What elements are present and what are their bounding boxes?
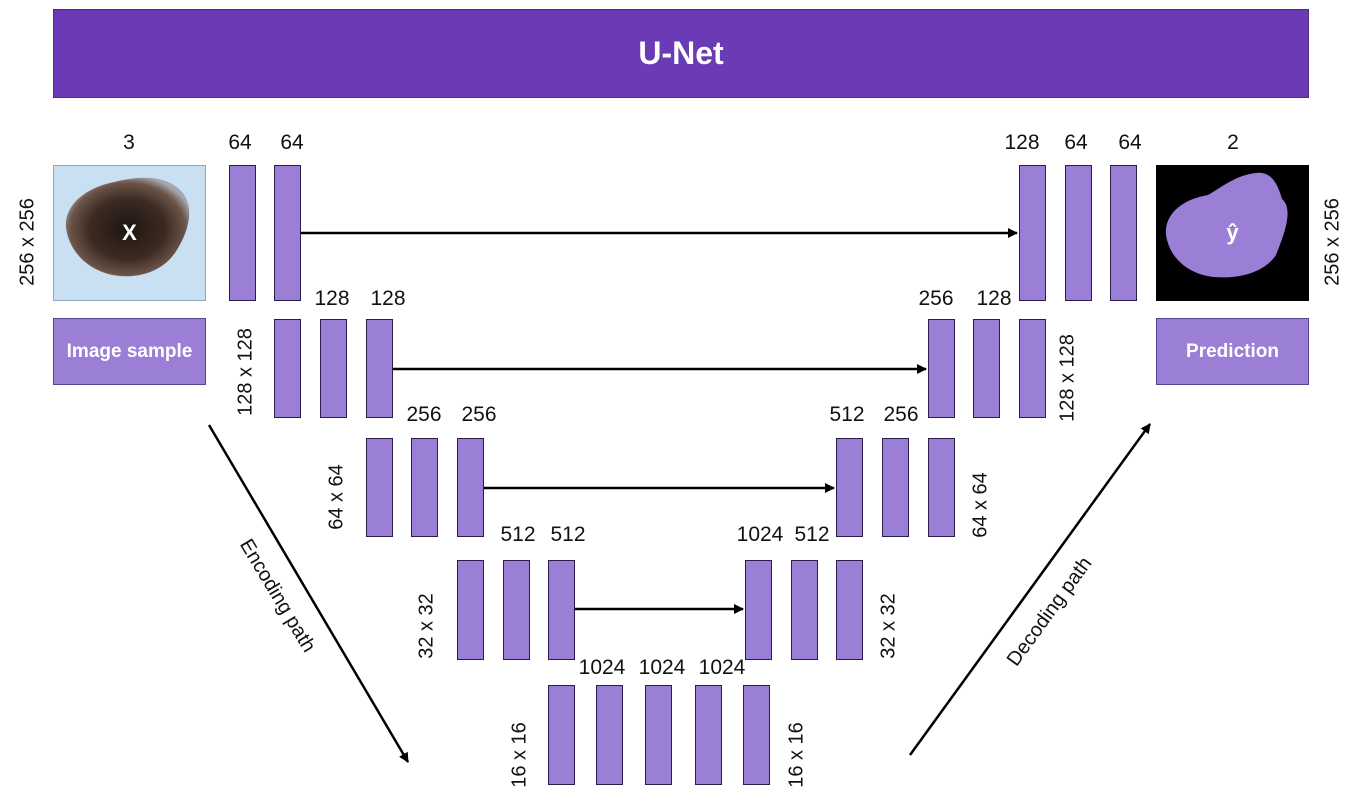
channels-dec-2b: 128	[976, 287, 1012, 310]
channels-bottleneck-b: 1024	[638, 656, 686, 679]
feature-map-dec-4c	[836, 560, 863, 660]
channels-enc-1a: 64	[228, 131, 252, 154]
input-image: X	[53, 165, 206, 301]
encoding-path-arrow	[207, 424, 410, 763]
feature-map-dec-4a	[745, 560, 772, 660]
title-banner: U-Net	[53, 9, 1309, 98]
channels-enc-2b: 128	[370, 287, 406, 310]
input-symbol: X	[122, 220, 137, 245]
feature-map-enc-2b	[320, 319, 347, 418]
feature-map-enc-1b	[274, 165, 301, 301]
feature-map-dec-4b	[791, 560, 818, 660]
channels-dec-1b: 64	[1064, 131, 1088, 154]
feature-map-enc-3b	[411, 438, 438, 537]
channels-bottleneck-c: 1024	[698, 656, 746, 679]
channels-enc-4b: 512	[550, 523, 586, 546]
feature-map-enc-4c	[548, 560, 575, 660]
output-symbol: ŷ	[1226, 220, 1239, 245]
channels-dec-1c: 64	[1118, 131, 1142, 154]
feature-map-dec-2a	[928, 319, 955, 418]
feature-map-enc-2c	[366, 319, 393, 418]
channels-enc-3a: 256	[406, 403, 442, 426]
feature-map-dec-1b	[1065, 165, 1092, 301]
feature-map-dec-2c	[1019, 319, 1046, 418]
feature-map-bottleneck-d	[695, 685, 722, 785]
diagram-title: U-Net	[638, 35, 724, 71]
feature-map-bottleneck-a	[548, 685, 575, 785]
feature-map-enc-1a	[229, 165, 256, 301]
input-channels: 3	[123, 131, 135, 154]
input-label: Image sample	[66, 340, 193, 362]
output-image: ŷ	[1156, 165, 1309, 301]
feature-map-bottleneck-e	[743, 685, 770, 785]
channels-dec-2a: 256	[918, 287, 954, 310]
feature-map-enc-2a	[274, 319, 301, 418]
channels-bottleneck-a: 1024	[578, 656, 626, 679]
feature-map-dec-3b	[882, 438, 909, 537]
feature-map-enc-4a	[457, 560, 484, 660]
feature-map-enc-3a	[366, 438, 393, 537]
feature-map-dec-1a	[1019, 165, 1046, 301]
feature-map-dec-3a	[836, 438, 863, 537]
feature-map-dec-3c	[928, 438, 955, 537]
channels-dec-1a: 128	[1004, 131, 1040, 154]
feature-map-dec-1c	[1110, 165, 1137, 301]
decoding-path-arrow	[908, 423, 1152, 756]
input-label-box: Image sample	[53, 318, 206, 385]
feature-map-bottleneck-c	[645, 685, 672, 785]
channels-dec-3b: 256	[883, 403, 919, 426]
output-label: Prediction	[1186, 340, 1279, 362]
channels-enc-2a: 128	[314, 287, 350, 310]
prediction-mask	[1156, 165, 1309, 301]
channels-dec-3a: 512	[829, 403, 865, 426]
channels-enc-3b: 256	[461, 403, 497, 426]
feature-map-bottleneck-b	[596, 685, 623, 785]
output-channels: 2	[1227, 131, 1239, 154]
feature-map-enc-3c	[457, 438, 484, 537]
feature-map-enc-4b	[503, 560, 530, 660]
output-label-box: Prediction	[1156, 318, 1309, 385]
channels-enc-1b: 64	[280, 131, 304, 154]
channels-dec-4a: 1024	[736, 523, 784, 546]
channels-dec-4b: 512	[794, 523, 830, 546]
channels-enc-4a: 512	[500, 523, 536, 546]
skin-lesion-image	[54, 166, 205, 300]
feature-map-dec-2b	[973, 319, 1000, 418]
